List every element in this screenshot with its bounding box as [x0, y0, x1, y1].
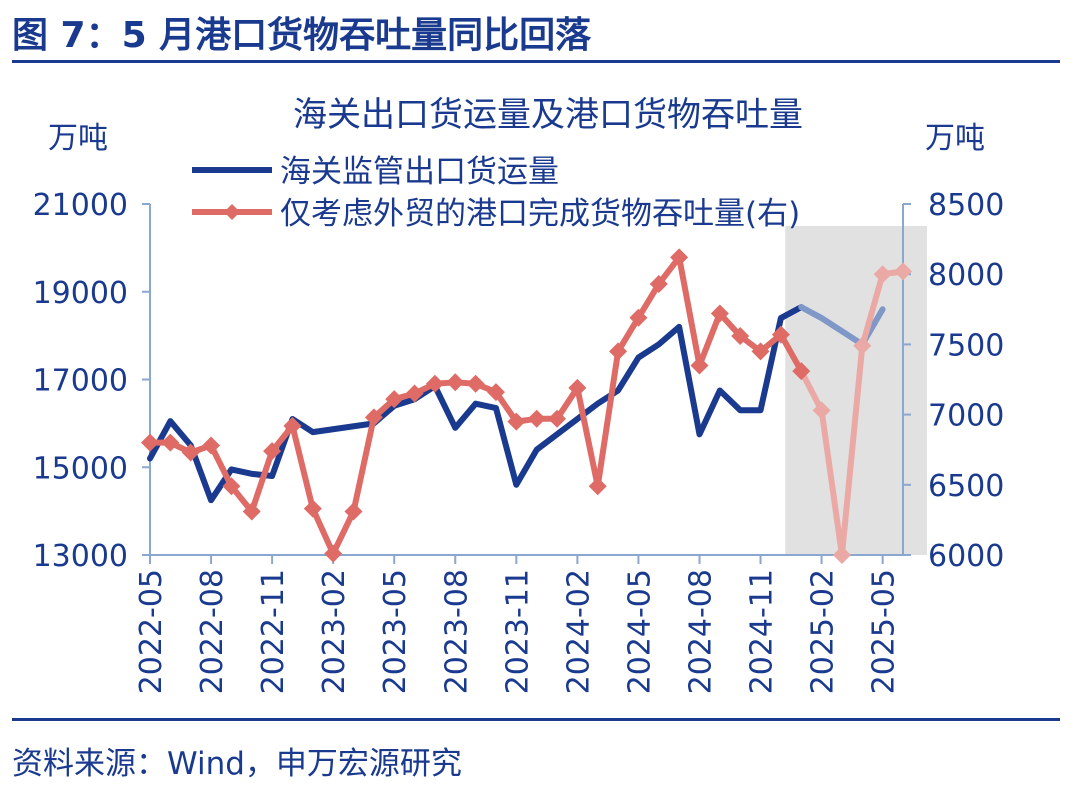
data-point-port-throughput: [710, 304, 729, 323]
data-point-port-throughput: [181, 443, 200, 462]
legend-label-port-throughput: 仅考虑外贸的港口完成货物吞吐量(右): [280, 196, 800, 232]
data-point-port-throughput: [609, 342, 628, 361]
legend-label-export-volume: 海关监管出口货运量: [280, 154, 559, 190]
data-point-port-throughput: [690, 356, 709, 375]
data-point-port-throughput: [568, 378, 587, 397]
figure-title: 图 7：5 月港口货物吞吐量同比回落: [12, 15, 592, 56]
data-point-port-throughput: [446, 373, 465, 392]
data-point-port-throughput: [141, 433, 159, 452]
x-tick-label: 2022-11: [256, 569, 291, 694]
data-point-port-throughput: [771, 325, 790, 344]
data-point-port-throughput: [303, 499, 322, 518]
data-point-port-throughput: [324, 544, 343, 563]
data-point-port-throughput: [242, 502, 261, 521]
legend: 海关监管出口货运量 仅考虑外贸的港口完成货物吞吐量(右): [192, 154, 800, 232]
x-tick-label: 2022-08: [195, 569, 230, 694]
data-point-port-throughput: [873, 265, 892, 284]
data-point-port-throughput: [507, 412, 526, 431]
y-right-tick-label: 7500: [928, 328, 1004, 363]
data-point-port-throughput: [222, 477, 241, 496]
x-tick-label: 2025-05: [867, 569, 902, 694]
data-point-port-throughput: [588, 477, 607, 496]
data-point-port-throughput: [263, 442, 282, 461]
y-left-tick-label: 19000: [33, 276, 128, 311]
footer-rule: [12, 718, 1060, 721]
x-tick-label: 2024-11: [745, 569, 780, 694]
y-left-tick-label: 13000: [33, 539, 128, 574]
data-point-port-throughput: [792, 362, 811, 381]
series-line-export-volume-highlight: [798, 304, 886, 348]
y-left-tick-label: 21000: [33, 188, 128, 223]
data-point-port-throughput: [751, 342, 770, 361]
data-point-port-throughput: [853, 336, 872, 355]
data-point-port-throughput: [283, 416, 302, 435]
data-point-port-throughput: [649, 275, 668, 294]
y-left-tick-label: 15000: [33, 451, 128, 486]
data-point-port-throughput: [832, 546, 851, 564]
data-point-port-throughput: [527, 409, 546, 428]
data-point-port-throughput: [894, 262, 912, 281]
data-point-port-throughput: [405, 384, 424, 403]
y-left-tick-label: 17000: [33, 364, 128, 399]
chart-title: 海关出口货运量及港口货物吞吐量: [293, 95, 803, 135]
x-tick-label: 2024-02: [561, 569, 596, 694]
x-tick-label: 2024-08: [683, 569, 718, 694]
source-note: 资料来源：Wind，申万宏源研究: [12, 746, 462, 782]
title-rule: [12, 60, 1060, 63]
data-point-port-throughput: [731, 326, 750, 345]
data-point-port-throughput: [812, 401, 831, 420]
data-point-port-throughput: [466, 374, 485, 393]
x-tick-label: 2022-05: [134, 569, 169, 694]
x-tick-label: 2023-11: [500, 569, 535, 694]
data-point-port-throughput: [344, 502, 363, 521]
series-line-export-volume: [147, 304, 805, 504]
y-right-tick-label: 7000: [928, 399, 1004, 434]
data-point-port-throughput: [425, 374, 444, 393]
legend-marker-diamond: [224, 204, 240, 220]
data-point-port-throughput: [202, 436, 221, 455]
y-axis-left-label: 万吨: [48, 121, 108, 156]
y-right-tick-label: 8500: [928, 188, 1004, 223]
y-right-tick-label: 8000: [928, 258, 1004, 293]
x-tick-label: 2023-08: [439, 569, 474, 694]
x-tick-label: 2023-05: [378, 569, 413, 694]
data-point-port-throughput: [670, 248, 689, 267]
data-point-port-throughput: [629, 308, 648, 327]
x-tick-label: 2023-02: [317, 569, 352, 694]
data-point-port-throughput: [161, 433, 180, 452]
y-axis-right-label: 万吨: [925, 121, 985, 156]
x-tick-label: 2024-05: [622, 569, 657, 694]
y-right-tick-label: 6000: [928, 539, 1004, 574]
y-right-tick-label: 6500: [928, 469, 1004, 504]
x-tick-label: 2025-02: [806, 569, 841, 694]
data-point-port-throughput: [364, 408, 383, 427]
data-point-port-throughput: [385, 390, 404, 409]
data-point-port-throughput: [548, 409, 567, 428]
data-point-port-throughput: [486, 383, 505, 402]
